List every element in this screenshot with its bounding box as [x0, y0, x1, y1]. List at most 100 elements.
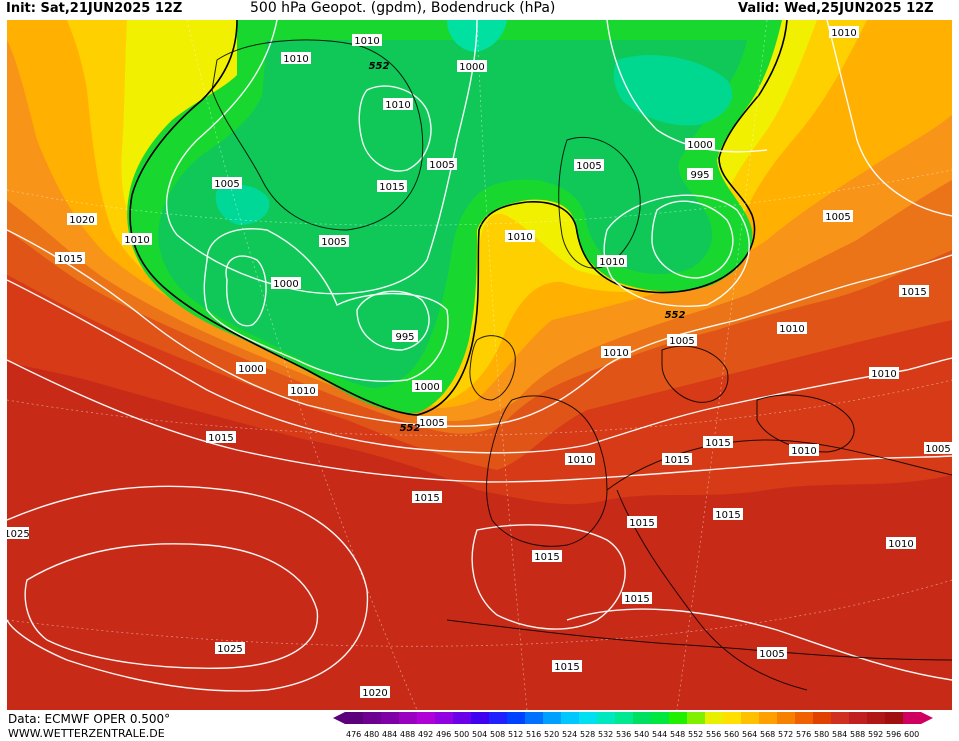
- pressure-label: 1015: [532, 550, 562, 563]
- pressure-label: 1015: [899, 285, 929, 298]
- init-time-label: Init: Sat,21JUN2025 12Z: [6, 1, 183, 16]
- legend-swatch: [705, 712, 723, 724]
- legend-tick-label: 512: [508, 730, 523, 739]
- legend-tick-label: 596: [886, 730, 901, 739]
- svg-text:1015: 1015: [57, 254, 82, 265]
- pressure-label: 1010: [869, 367, 899, 380]
- svg-text:1005: 1005: [429, 160, 454, 171]
- legend-swatch: [795, 712, 813, 724]
- map-title: 500 hPa Geopot. (gpdm), Bodendruck (hPa): [250, 0, 556, 16]
- legend-tick-label: 504: [472, 730, 487, 739]
- pressure-label: 1000: [412, 380, 442, 393]
- legend-tick-label: 496: [436, 730, 451, 739]
- legend-swatch: [399, 712, 417, 724]
- pressure-label: 1015: [55, 252, 85, 265]
- legend-tick-label: 520: [544, 730, 559, 739]
- legend-swatch: [903, 712, 921, 724]
- legend-swatch: [741, 712, 759, 724]
- legend-swatch: [579, 712, 597, 724]
- legend-swatch: [381, 712, 399, 724]
- legend-tick-label: 588: [850, 730, 865, 739]
- svg-text:1000: 1000: [687, 140, 712, 151]
- svg-text:1010: 1010: [567, 455, 592, 466]
- svg-text:1010: 1010: [599, 257, 624, 268]
- trough-teal-540: [613, 55, 733, 126]
- legend-tick-label: 600: [904, 730, 919, 739]
- legend-tick-label: 576: [796, 730, 811, 739]
- svg-text:1015: 1015: [901, 287, 926, 298]
- svg-text:1015: 1015: [379, 182, 404, 193]
- legend-swatch: [525, 712, 543, 724]
- svg-text:1015: 1015: [664, 455, 689, 466]
- pressure-label: 1015: [412, 491, 442, 504]
- pressure-label: 1000: [457, 60, 487, 73]
- color-legend: 476 480 484 488 492 496 500 504 508 512 516 520 524 5…: [333, 712, 933, 739]
- pressure-label: 1000: [236, 362, 266, 375]
- pressure-label: 1015: [206, 431, 236, 444]
- website-label: WWW.WETTERZENTRALE.DE: [8, 727, 165, 740]
- weather-map: 1010 1010 1000 1010 1005 1015 1005 1010 …: [7, 20, 952, 710]
- svg-text:1010: 1010: [385, 100, 410, 111]
- contour-label: 552: [665, 310, 686, 321]
- legend-swatch: [831, 712, 849, 724]
- legend-tick-label: 584: [832, 730, 847, 739]
- legend-swatch: [597, 712, 615, 724]
- trough-teal-nw: [215, 184, 270, 225]
- svg-text:1025: 1025: [7, 529, 30, 540]
- legend-swatch: [453, 712, 471, 724]
- pressure-label: 1005: [667, 334, 697, 347]
- svg-text:552: 552: [400, 423, 421, 434]
- svg-text:1010: 1010: [888, 539, 913, 550]
- pressure-label: 1015: [713, 508, 743, 521]
- pressure-label: 1015: [627, 516, 657, 529]
- pressure-label: 1000: [685, 138, 715, 151]
- legend-swatch: [813, 712, 831, 724]
- isobar-labels: 1010 1010 1000 1010 1005 1015 1005 1010 …: [7, 26, 952, 699]
- svg-text:995: 995: [395, 332, 414, 343]
- pressure-label: 1015: [662, 453, 692, 466]
- svg-text:1010: 1010: [354, 36, 379, 47]
- pressure-label: 1005: [823, 210, 853, 223]
- legend-arrow-right: [921, 712, 933, 724]
- pressure-label: 1010: [777, 322, 807, 335]
- pressure-label: 995: [687, 168, 713, 181]
- svg-text:1010: 1010: [507, 232, 532, 243]
- svg-text:1005: 1005: [419, 418, 444, 429]
- pressure-label: 1010: [383, 98, 413, 111]
- pressure-label: 1020: [67, 213, 97, 226]
- legend-tick-label: 484: [382, 730, 397, 739]
- legend-tick-label: 560: [724, 730, 739, 739]
- legend-tick-label: 540: [634, 730, 649, 739]
- svg-text:1010: 1010: [791, 446, 816, 457]
- svg-text:1005: 1005: [214, 179, 239, 190]
- legend-swatch: [885, 712, 903, 724]
- pressure-label: 1010: [597, 255, 627, 268]
- svg-text:1015: 1015: [715, 510, 740, 521]
- legend-swatch: [561, 712, 579, 724]
- svg-text:1015: 1015: [534, 552, 559, 563]
- legend-tick-label: 552: [688, 730, 703, 739]
- legend-swatch: [507, 712, 525, 724]
- coastlines: [211, 39, 952, 691]
- svg-text:1005: 1005: [576, 161, 601, 172]
- pressure-label: 1005: [427, 158, 457, 171]
- legend-swatch: [867, 712, 885, 724]
- svg-text:1020: 1020: [69, 215, 94, 226]
- legend-swatch: [777, 712, 795, 724]
- legend-tick-label: 480: [364, 730, 379, 739]
- legend-tick-label: 572: [778, 730, 793, 739]
- svg-text:1005: 1005: [925, 444, 950, 455]
- pressure-label: 1010: [288, 384, 318, 397]
- svg-text:1000: 1000: [273, 279, 298, 290]
- pressure-label: 1020: [360, 686, 390, 699]
- pressure-label: 1000: [271, 277, 301, 290]
- pressure-label: 1005: [212, 177, 242, 190]
- trough-green-548: [158, 40, 747, 388]
- legend-tick-label: 476: [346, 730, 361, 739]
- svg-text:552: 552: [665, 310, 686, 321]
- svg-text:1010: 1010: [283, 54, 308, 65]
- pressure-label: 1025: [215, 642, 245, 655]
- contour-552-labels: 552 552 552: [369, 61, 686, 434]
- svg-text:1005: 1005: [669, 336, 694, 347]
- legend-swatch: [417, 712, 435, 724]
